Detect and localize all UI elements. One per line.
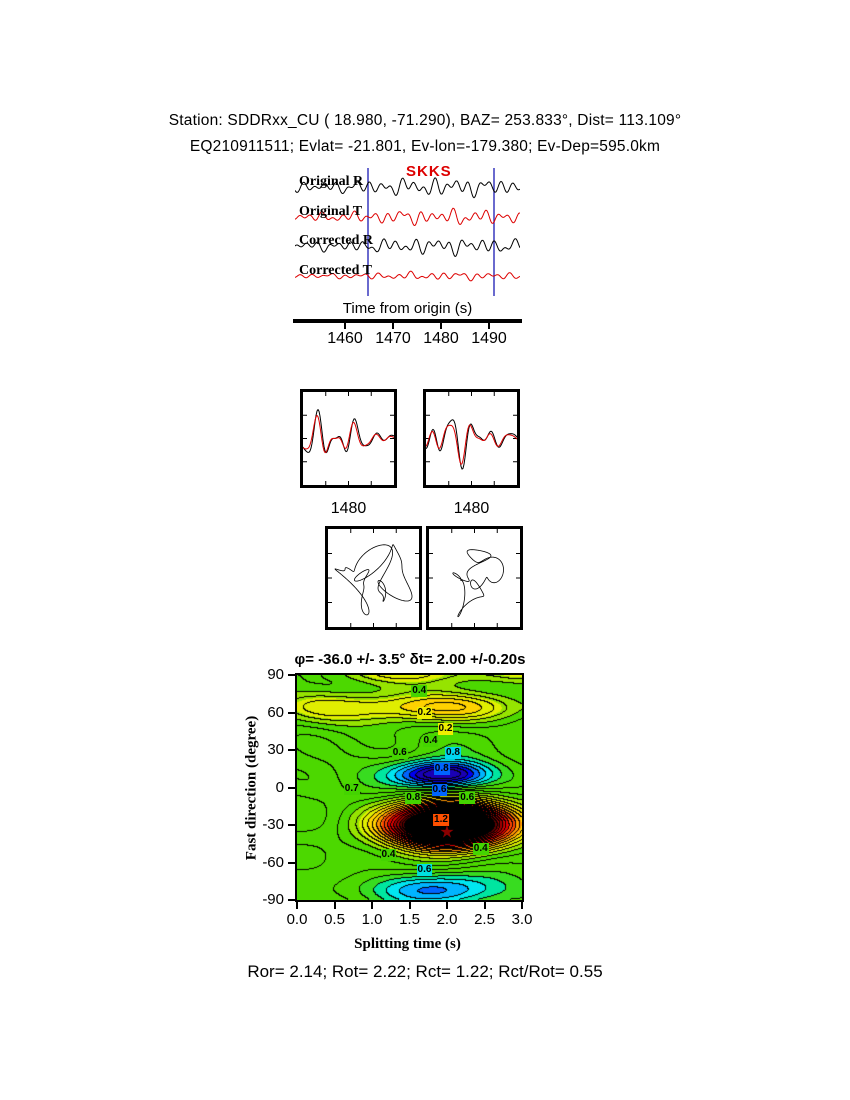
- contour-y-tick-label: 90: [267, 666, 284, 683]
- contour-value-label: 1.2: [433, 814, 449, 826]
- particle-motion-left-box: [325, 526, 422, 630]
- contour-value-label: 0.6: [431, 784, 448, 796]
- contour-y-tick: [288, 786, 295, 789]
- contour-x-tick-label: 0.5: [324, 911, 345, 928]
- time-tick-label: 1460: [327, 330, 363, 347]
- contour-y-tick-label: 60: [267, 703, 284, 721]
- time-axis-tick: [440, 323, 442, 329]
- compare-left-box: [300, 389, 397, 488]
- contour-y-tick: [288, 861, 295, 864]
- event-info-line: EQ210911511; Evlat= -21.801, Ev-lon=-179…: [189, 138, 661, 155]
- contour-value-label: 0.4: [472, 842, 489, 855]
- contour-y-tick: [288, 824, 295, 826]
- contour-value-label: 0.6: [416, 864, 433, 876]
- contour-value-label: 0.8: [433, 762, 450, 775]
- trace-label-original-t: Original T: [299, 204, 363, 219]
- ratio-results-line: Ror= 2.14; Rot= 2.22; Rct= 1.22; Rct/Rot…: [247, 962, 603, 981]
- station-info-line: Station: SDDRxx_CU ( 18.980, -71.290), B…: [168, 112, 682, 129]
- trace-label-corrected-t: Corrected T: [299, 263, 372, 278]
- contour-x-tick-label: 3.0: [511, 911, 533, 928]
- time-axis-tick: [344, 323, 346, 329]
- time-tick-label: 1480: [423, 330, 459, 347]
- time-axis-line: [293, 319, 522, 323]
- contour-plot-frame: [295, 673, 524, 902]
- contour-x-tick: [521, 902, 523, 909]
- seismogram-traces-plot: [295, 168, 520, 296]
- contour-x-tick: [408, 902, 411, 909]
- contour-x-tick: [296, 902, 298, 909]
- time-axis-tick: [488, 323, 490, 329]
- splitting-result-title: φ= -36.0 +/- 3.5° δt= 2.00 +/-0.20s: [294, 651, 526, 668]
- contour-y-tick-label: -30: [262, 816, 284, 833]
- contour-y-tick-label: -90: [262, 891, 284, 908]
- contour-value-label: 0.7: [343, 782, 360, 795]
- contour-x-axis-label: Splitting time (s): [354, 936, 461, 952]
- contour-y-tick-label: 30: [267, 741, 284, 758]
- contour-value-label: 0.8: [445, 746, 461, 759]
- contour-value-label: 0.6: [459, 791, 476, 804]
- time-tick-label: 1490: [471, 330, 507, 347]
- contour-y-tick: [288, 674, 295, 676]
- time-axis-tick: [392, 323, 394, 329]
- contour-y-tick: [288, 749, 295, 751]
- compare-right-box: [423, 389, 520, 488]
- contour-value-label: 0.4: [411, 685, 428, 698]
- contour-x-tick-label: 1.0: [361, 911, 383, 928]
- phase-label: SKKS: [406, 163, 452, 180]
- compare-left-tick-label: 1480: [330, 500, 367, 517]
- contour-value-label: 0.2: [416, 706, 433, 719]
- contour-x-tick-label: 0.0: [286, 911, 308, 928]
- contour-value-label: 0.4: [380, 849, 397, 861]
- contour-value-label: 0.6: [391, 746, 408, 759]
- compare-left-plot: [303, 392, 394, 485]
- particle-motion-right-plot: [429, 529, 520, 627]
- contour-x-tick-label: 2.0: [436, 911, 458, 928]
- time-axis-label: Time from origin (s): [342, 300, 473, 317]
- contour-canvas: [297, 675, 522, 900]
- contour-x-tick: [333, 902, 336, 909]
- contour-x-tick-label: 1.5: [399, 911, 420, 928]
- contour-x-tick-label: 2.5: [474, 911, 495, 928]
- compare-right-plot: [426, 392, 517, 485]
- contour-x-tick: [371, 902, 373, 909]
- contour-value-label: 0.8: [405, 791, 422, 804]
- contour-y-tick: [288, 899, 295, 901]
- compare-right-tick-label: 1480: [453, 500, 490, 517]
- time-tick-label: 1470: [375, 330, 411, 347]
- particle-motion-left-plot: [328, 529, 419, 627]
- contour-value-label: 0.2: [437, 722, 454, 735]
- particle-motion-right-box: [426, 526, 523, 630]
- contour-y-tick-label: -60: [262, 853, 284, 871]
- contour-x-tick: [446, 902, 448, 909]
- best-solution-star: ★: [439, 822, 455, 842]
- contour-value-label: 0.4: [422, 735, 439, 748]
- contour-y-tick-label: 0: [275, 778, 284, 796]
- trace-label-original-r: Original R: [299, 174, 364, 189]
- trace-label-corrected-r: Corrected R: [299, 233, 373, 248]
- contour-y-tick: [288, 711, 295, 714]
- contour-x-tick: [483, 902, 486, 909]
